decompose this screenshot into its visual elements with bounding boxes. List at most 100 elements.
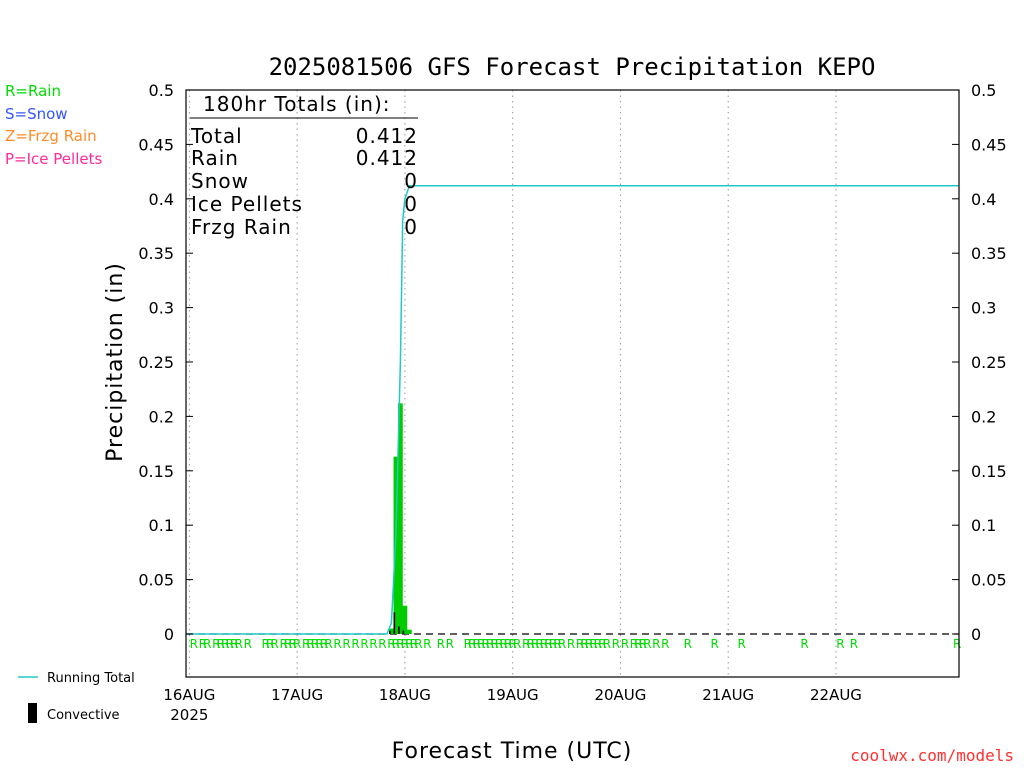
y-tick-label-left: 0.3	[149, 299, 174, 318]
ptype-marker-rain: R	[603, 637, 611, 651]
ptype-marker-rain: R	[661, 637, 669, 651]
x-tick-label: 20AUG	[594, 686, 646, 704]
legend-ice-pellets: P=Ice Pellets	[5, 150, 102, 168]
ptype-marker-rain: R	[284, 637, 292, 651]
y-tick-label-right: 0.2	[971, 407, 996, 426]
ptype-marker-rain: R	[549, 637, 557, 651]
ptype-marker-rain: R	[230, 637, 238, 651]
rain-bar	[402, 605, 408, 634]
totals-value-snow: 0	[404, 169, 418, 193]
ptype-marker-rain: R	[221, 637, 229, 651]
ptype-marker-rain: R	[401, 637, 409, 651]
ptype-marker-rain: R	[522, 637, 530, 651]
ptype-marker-rain: R	[473, 637, 481, 651]
ptype-marker-rain: R	[446, 637, 454, 651]
ptype-marker-rain: R	[580, 637, 588, 651]
ptype-marker-rain: R	[504, 637, 512, 651]
totals-label-snow: Snow	[191, 169, 249, 193]
totals-heading: 180hr Totals (in):	[203, 92, 391, 116]
x-axis-label: Forecast Time (UTC)	[392, 739, 633, 764]
rain-bar	[407, 629, 412, 634]
y-tick-label-left: 0.5	[149, 81, 174, 100]
ptype-marker-rain: R	[594, 637, 602, 651]
convective-bar	[393, 612, 396, 634]
ptype-marker-rain: R	[423, 637, 431, 651]
ptype-marker-rain: R	[535, 637, 543, 651]
ptype-marker-rain: R	[558, 637, 566, 651]
y-tick-label-right: 0.45	[971, 135, 1007, 154]
y-tick-label-right: 0.5	[971, 81, 996, 100]
ptype-marker-rain: R	[203, 637, 211, 651]
ptype-marker-rain: R	[226, 637, 234, 651]
ptype-marker-rain: R	[553, 637, 561, 651]
ptype-marker-rain: R	[589, 637, 597, 651]
plot-frame	[185, 89, 960, 678]
ptype-marker-rain: R	[612, 637, 620, 651]
x-tick-label: 16AUG	[163, 686, 215, 704]
ptype-marker-rain: R	[279, 637, 287, 651]
ptype-marker-rain: R	[477, 637, 485, 651]
y-tick-label-left: 0.25	[138, 353, 174, 372]
ptype-marker-rain: R	[244, 637, 252, 651]
ptype-marker-rain: R	[315, 637, 323, 651]
x-tick-label: 17AUG	[271, 686, 323, 704]
totals-value-rain: 0.412	[356, 146, 418, 170]
y-tick-label-left: 0.35	[138, 244, 174, 263]
ptype-marker-rain: R	[342, 637, 350, 651]
ptype-marker-rain: R	[737, 637, 745, 651]
y-tick-label-right: 0.05	[971, 571, 1007, 590]
ptype-legend: R=Rain S=Snow Z=Frzg Rain P=Ice Pellets	[5, 82, 102, 168]
chart-title: 2025081506 GFS Forecast Precipitation KE…	[269, 53, 876, 81]
ptype-marker-rain: R	[464, 637, 472, 651]
ptype-marker-rain: R	[212, 637, 220, 651]
ptype-marker-rain: R	[369, 637, 377, 651]
convective-bar	[389, 630, 391, 634]
convective-swatch	[28, 703, 37, 723]
ptype-marker-rain: R	[271, 637, 279, 651]
ptype-marker-rain: R	[495, 637, 503, 651]
y-tick-label-left: 0.1	[149, 516, 174, 535]
ptype-marker-rain: R	[320, 637, 328, 651]
ptype-marker-rain: R	[217, 637, 225, 651]
ptype-marker-rain: R	[711, 637, 719, 651]
ptype-marker-rain: R	[235, 637, 243, 651]
line-layer	[186, 184, 959, 635]
ptype-marker-rain: R	[333, 637, 341, 651]
ptype-marker-rain: R	[392, 637, 400, 651]
credit-text: coolwx.com/models	[850, 746, 1014, 765]
ptype-marker-rain: R	[262, 637, 270, 651]
x-tick-label: 22AUG	[810, 686, 862, 704]
ptype-marker-rain: R	[540, 637, 548, 651]
legend-rain: R=Rain	[5, 82, 61, 100]
ptype-marker-rain: R	[482, 637, 490, 651]
ptype-marker-rain: R	[190, 637, 198, 651]
totals-value-frzg-rain: 0	[404, 215, 418, 239]
ptype-marker-rain: R	[378, 637, 386, 651]
ptype-marker-rain: R	[311, 637, 319, 651]
y-ticks-left: 0 0.05 0.1 0.15 0.2 0.25 0.3 0.35 0.4 0.45 0.5	[138, 81, 193, 644]
ptype-marker-rain: R	[576, 637, 584, 651]
grid-layer	[186, 90, 959, 677]
y-tick-label-right: 0.15	[971, 462, 1007, 481]
ptype-marker-rain: R	[306, 637, 314, 651]
ptype-marker-rain: R	[800, 637, 808, 651]
ptype-marker-rain: R	[437, 637, 445, 651]
y-tick-label-left: 0.45	[138, 135, 174, 154]
y-tick-label-left: 0.2	[149, 407, 174, 426]
y-tick-label-right: 0	[971, 625, 981, 644]
ptype-marker-rain: R	[639, 637, 647, 651]
ptype-marker-rain: R	[302, 637, 310, 651]
ptype-marker-rain: R	[405, 637, 413, 651]
ptype-marker-rain: R	[836, 637, 844, 651]
ptype-marker-rain: R	[324, 637, 332, 651]
rain-bar	[398, 403, 403, 634]
ptype-marker-rain: R	[351, 637, 359, 651]
y-tick-label-right: 0.3	[971, 299, 996, 318]
ptype-marker-rain: R	[567, 637, 575, 651]
totals-label-rain: Rain	[191, 146, 239, 170]
convective-bar	[398, 626, 400, 634]
y-tick-label-right: 0.4	[971, 190, 996, 209]
ptype-marker-rain: R	[643, 637, 651, 651]
